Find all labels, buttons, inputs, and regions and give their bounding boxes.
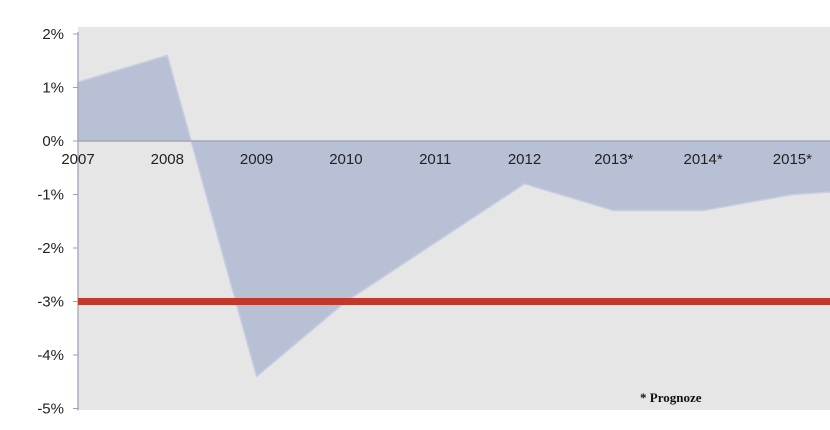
x-tick-label: 2012	[508, 151, 541, 168]
y-tick-label: -3%	[37, 294, 64, 311]
y-tick-label: -1%	[37, 187, 64, 204]
x-tick-label: 2008	[151, 151, 184, 168]
x-tick-label: 2013*	[594, 151, 633, 168]
y-tick-label: 0%	[42, 133, 64, 150]
label-layer: 2% 1% 0% -1% -2% -3% -4% -5% 2007 2008 2009 2010 201…	[37, 26, 812, 418]
x-tick-label: 2015*	[773, 151, 812, 168]
x-tick-label: 2010	[329, 151, 362, 168]
axis-layer	[73, 32, 830, 411]
y-tick-label: 2%	[42, 26, 64, 43]
y-tick-label: -4%	[37, 347, 64, 364]
y-tick-label: -2%	[37, 240, 64, 257]
x-tick-label: 2007	[61, 151, 94, 168]
x-tick-label: 2011	[419, 151, 451, 168]
y-tick-label: -5%	[37, 401, 64, 418]
y-tick-label: 1%	[42, 80, 64, 97]
x-tick-label: 2009	[240, 151, 273, 168]
x-tick-label: 2014*	[683, 151, 722, 168]
forecast-note: * Prognoze	[640, 390, 702, 405]
